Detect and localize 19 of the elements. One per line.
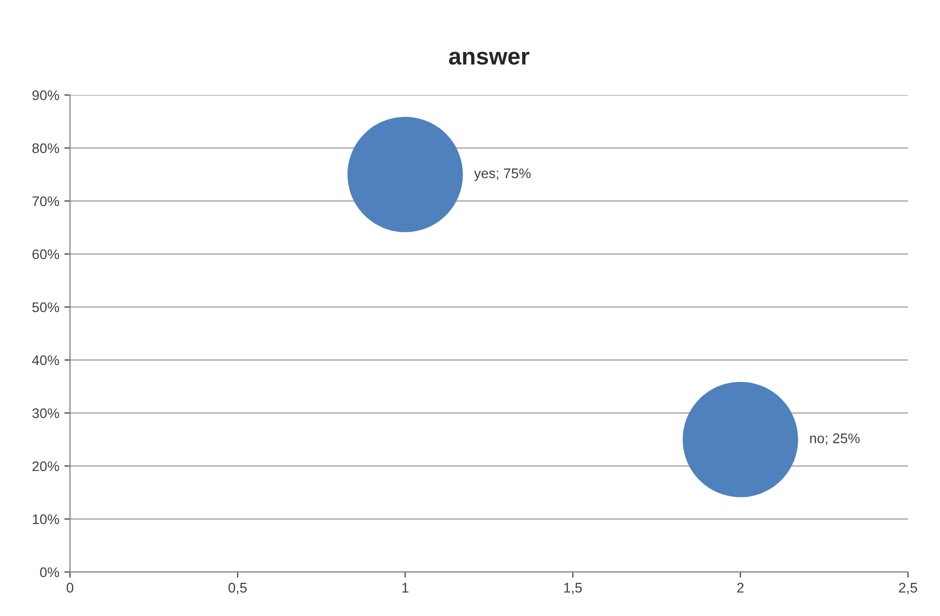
y-tick-label: 0% bbox=[40, 567, 60, 578]
x-tick-label: 2 bbox=[737, 582, 744, 592]
chart-title: answer bbox=[449, 52, 530, 65]
y-tick-label: 50% bbox=[32, 302, 60, 312]
y-tick-label: 60% bbox=[32, 249, 60, 260]
y-tick-label: 30% bbox=[32, 408, 60, 418]
y-tick-label: 70% bbox=[32, 196, 60, 206]
y-tick-label: 10% bbox=[32, 514, 60, 524]
data-label: yes; 75% bbox=[474, 168, 531, 181]
x-tick-label: 1 bbox=[402, 582, 408, 592]
y-tick-label: 40% bbox=[32, 355, 60, 366]
x-tick-label: 0 bbox=[66, 582, 74, 593]
y-tick-label: 90% bbox=[32, 90, 60, 100]
y-tick-label: 20% bbox=[32, 461, 60, 472]
x-tick-label: 1,5 bbox=[564, 582, 582, 594]
x-tick-label: 0,5 bbox=[228, 582, 247, 594]
data-label: no; 25% bbox=[810, 433, 860, 445]
y-tick-label: 80% bbox=[32, 143, 60, 154]
x-tick-label: 2,5 bbox=[899, 582, 918, 594]
